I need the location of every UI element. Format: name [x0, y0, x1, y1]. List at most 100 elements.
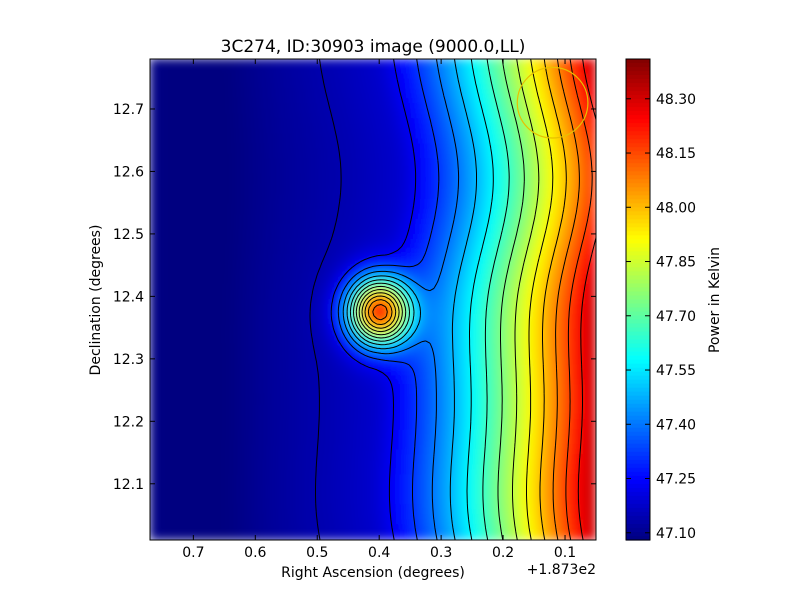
heatmap-cell [288, 248, 295, 256]
heatmap-cell [342, 399, 349, 406]
heatmap-cell [347, 374, 354, 381]
heatmap-cell [317, 243, 325, 250]
heatmap-cell [164, 263, 171, 271]
heatmap-cell [213, 328, 220, 336]
heatmap-cell [248, 253, 255, 261]
heatmap-cell [154, 243, 161, 250]
heatmap-cell [392, 454, 399, 461]
heatmap-cell [382, 374, 389, 381]
heatmap-cell [150, 193, 156, 200]
heatmap-cell [159, 203, 166, 210]
heatmap-cell [322, 268, 329, 276]
heatmap-cell [283, 143, 290, 150]
heatmap-cell [198, 288, 206, 296]
heatmap-cell [298, 404, 305, 411]
heatmap-cell [194, 509, 201, 516]
heatmap-cell [347, 283, 354, 291]
heatmap-cell [233, 424, 240, 431]
heatmap-cell [377, 138, 384, 145]
heatmap-cell [228, 98, 235, 105]
heatmap-cell [258, 399, 265, 406]
heatmap-cell [317, 419, 325, 426]
heatmap-cell [347, 424, 354, 431]
heatmap-cell [327, 98, 334, 105]
heatmap-cell [233, 429, 240, 436]
heatmap-cell [203, 183, 211, 190]
heatmap-cell [189, 343, 196, 351]
heatmap-cell [184, 469, 191, 476]
heatmap-cell [342, 258, 349, 266]
heatmap-cell [298, 73, 305, 80]
heatmap-cell [223, 283, 230, 291]
heatmap-cell [184, 258, 191, 266]
heatmap-cell [402, 143, 409, 150]
heatmap-cell [184, 213, 191, 220]
heatmap-cell [169, 108, 176, 115]
heatmap-cell [258, 308, 265, 316]
heatmap-cell [387, 333, 394, 341]
heatmap-cell [317, 298, 325, 306]
heatmap-cell [208, 459, 216, 466]
heatmap-cell [357, 474, 364, 481]
heatmap-cell [263, 454, 270, 461]
heatmap-cell [243, 123, 250, 130]
heatmap-cell [273, 93, 280, 100]
heatmap-cell [228, 514, 235, 521]
heatmap-cell [248, 59, 255, 65]
heatmap-cell [327, 283, 334, 291]
heatmap-cell [218, 218, 225, 225]
heatmap-cell [159, 313, 166, 321]
heatmap-cell [342, 228, 349, 235]
heatmap-cell [327, 364, 334, 371]
heatmap-cell [154, 223, 161, 230]
heatmap-cell [174, 153, 181, 160]
heatmap-cell [322, 343, 329, 351]
heatmap-cell [337, 459, 344, 466]
heatmap-cell [218, 439, 225, 446]
heatmap-cell [307, 534, 315, 540]
heatmap-cell [387, 233, 394, 240]
heatmap-cell [253, 228, 260, 235]
heatmap-cell [327, 193, 334, 200]
heatmap-cell [387, 153, 394, 160]
heatmap-cell [208, 293, 216, 301]
heatmap-cell [293, 103, 300, 110]
heatmap-cell [357, 158, 364, 165]
heatmap-cell [293, 203, 300, 210]
heatmap-cell [194, 439, 201, 446]
heatmap-cell [288, 534, 295, 540]
heatmap-cell [317, 474, 325, 481]
heatmap-cell [253, 223, 260, 230]
heatmap-cell [298, 359, 305, 366]
heatmap-cell [273, 343, 280, 351]
heatmap-cell [298, 409, 305, 416]
heatmap-cell [194, 233, 201, 240]
heatmap-cell [184, 198, 191, 205]
heatmap-cell [352, 509, 359, 516]
heatmap-cell [243, 308, 250, 316]
heatmap-cell [332, 444, 339, 451]
heatmap-cell [298, 514, 305, 521]
heatmap-cell [159, 153, 166, 160]
heatmap-cell [362, 278, 369, 286]
heatmap-cell [164, 519, 171, 526]
heatmap-cell [322, 328, 329, 336]
heatmap-cell [397, 228, 404, 235]
heatmap-cell [392, 203, 399, 210]
heatmap-cell [387, 198, 394, 205]
heatmap-cell [288, 464, 295, 471]
heatmap-cell [372, 198, 379, 205]
heatmap-cell [278, 379, 285, 386]
heatmap-cell [342, 379, 349, 386]
heatmap-cell [150, 138, 156, 145]
heatmap-cell [150, 439, 156, 446]
heatmap-cell [198, 228, 206, 235]
heatmap-cell [352, 499, 359, 506]
heatmap-cell [372, 93, 379, 100]
heatmap-cell [218, 88, 225, 95]
heatmap-cell [208, 59, 216, 65]
heatmap-cell [203, 394, 211, 401]
heatmap-cell [352, 414, 359, 421]
heatmap-cell [238, 429, 245, 436]
heatmap-cell [213, 379, 220, 386]
